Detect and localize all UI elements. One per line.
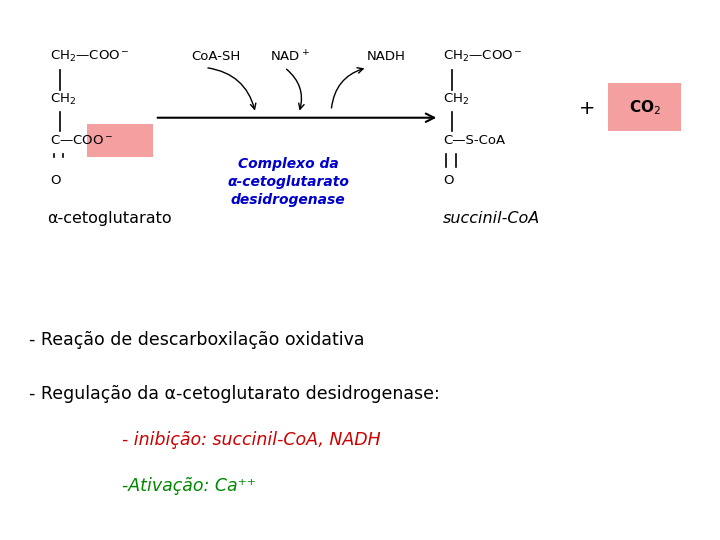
Text: O: O	[443, 174, 454, 187]
Text: Complexo da
α-cetoglutarato
desidrogenase: Complexo da α-cetoglutarato desidrogenas…	[227, 157, 349, 207]
Text: CH$_2$—COO$^-$: CH$_2$—COO$^-$	[443, 49, 523, 64]
Text: - Regulação da α-cetoglutarato desidrogenase:: - Regulação da α-cetoglutarato desidroge…	[29, 385, 439, 403]
Text: C—COO$^-$: C—COO$^-$	[50, 134, 114, 147]
Text: CH$_2$: CH$_2$	[443, 92, 469, 107]
Text: +: +	[579, 98, 595, 118]
Text: CH$_2$: CH$_2$	[50, 92, 76, 107]
Text: - inibição: succinil-CoA, NADH: - inibição: succinil-CoA, NADH	[122, 431, 381, 449]
FancyBboxPatch shape	[87, 124, 153, 157]
Text: - Reação de descarboxilação oxidativa: - Reação de descarboxilação oxidativa	[29, 331, 364, 349]
Text: CH$_2$—COO$^-$: CH$_2$—COO$^-$	[50, 49, 130, 64]
Text: NADH: NADH	[367, 50, 406, 63]
Text: -Ativação: Ca⁺⁺: -Ativação: Ca⁺⁺	[122, 477, 256, 495]
Text: C—S-CoA: C—S-CoA	[443, 134, 505, 147]
Text: NAD$^+$: NAD$^+$	[270, 49, 310, 64]
Text: CO$_2$: CO$_2$	[629, 98, 661, 117]
Text: CoA-SH: CoA-SH	[191, 50, 240, 63]
FancyBboxPatch shape	[608, 83, 681, 131]
Text: α-cetoglutarato: α-cetoglutarato	[47, 211, 171, 226]
Text: O: O	[50, 174, 61, 187]
Text: succinil-CoA: succinil-CoA	[443, 211, 540, 226]
